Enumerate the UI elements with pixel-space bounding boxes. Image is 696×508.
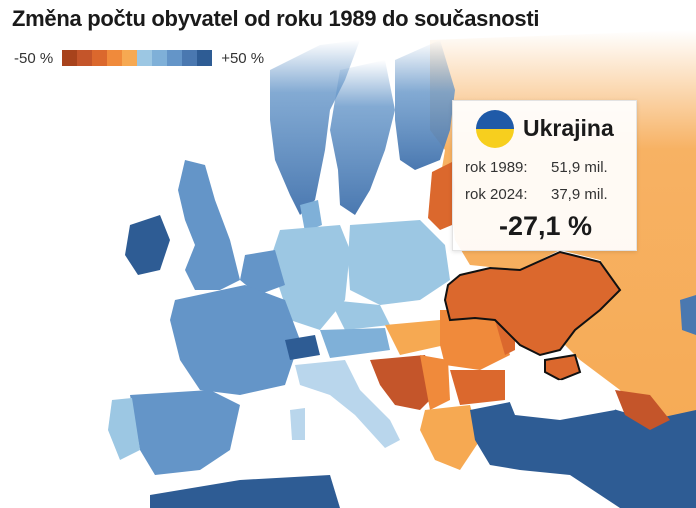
legend-swatch: [122, 50, 138, 66]
population-change-value: -27,1 %: [498, 211, 593, 241]
country-info-card: Ukrajina rok 1989: 51,9 mil. rok 2024: 37,…: [452, 100, 637, 251]
legend-swatch: [62, 50, 78, 66]
year-2024-label: rok 2024:: [465, 186, 528, 203]
region-great-britain: [178, 160, 240, 290]
map-title: Změna počtu obyvatel od roku 1989 do sou…: [12, 6, 540, 31]
population-2024-value: 37,9 mil.: [551, 186, 608, 203]
region-north-africa: [150, 475, 340, 508]
region-turkey: [470, 400, 696, 508]
region-switzerland: [285, 335, 320, 360]
population-2024-row: rok 2024: 37,9 mil.: [465, 186, 608, 203]
legend-swatch: [107, 50, 123, 66]
region-spain: [130, 390, 240, 475]
legend-swatch: [152, 50, 168, 66]
region-austria: [320, 328, 390, 358]
region-sweden: [330, 60, 395, 215]
legend-min-label: -50 %: [14, 49, 54, 67]
region-ireland: [125, 215, 170, 275]
region-poland: [348, 220, 450, 305]
population-1989-row: rok 1989: 51,9 mil.: [465, 159, 608, 176]
region-italy: [295, 360, 400, 448]
legend-swatch: [77, 50, 93, 66]
region-ukraine: [443, 250, 622, 357]
region-hungary: [385, 320, 445, 355]
region-benelux: [240, 250, 285, 295]
region-romania: [440, 310, 510, 370]
region-east-edge: [680, 295, 696, 335]
region-germany: [270, 225, 350, 330]
legend-swatch: [167, 50, 183, 66]
legend-swatch: [197, 50, 213, 66]
region-caucasus: [615, 390, 670, 430]
region-czech: [330, 300, 390, 330]
region-greece: [420, 405, 480, 470]
region-france: [170, 285, 300, 395]
region-serbia: [420, 355, 450, 410]
region-bulgaria: [450, 370, 505, 405]
legend-max-label: +50 %: [221, 49, 265, 67]
region-crimea: [544, 353, 582, 382]
legend-swatch: [137, 50, 153, 66]
legend-swatch: [182, 50, 198, 66]
color-legend: -50 % +50 %: [14, 48, 264, 68]
legend-swatches: [62, 50, 213, 66]
region-finland: [395, 40, 455, 170]
region-sardinia: [290, 408, 305, 440]
ukraine-flag-icon: [476, 110, 514, 148]
legend-swatch: [92, 50, 108, 66]
region-denmark: [300, 200, 322, 232]
region-portugal: [108, 398, 140, 460]
region-norway: [270, 40, 360, 215]
country-name: Ukrajina: [523, 115, 614, 141]
region-baltics: [428, 162, 455, 230]
black-sea: [505, 380, 615, 420]
year-1989-label: rok 1989:: [465, 159, 528, 176]
population-1989-value: 51,9 mil.: [551, 159, 608, 176]
